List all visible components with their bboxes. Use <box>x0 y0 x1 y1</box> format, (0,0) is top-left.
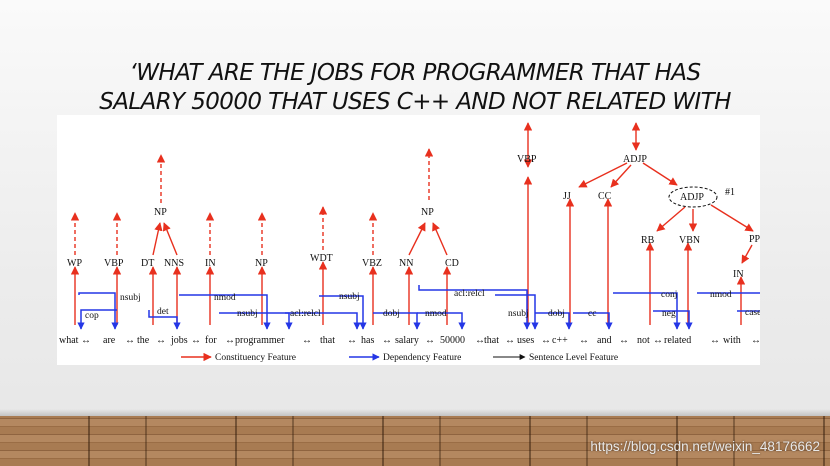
token: with <box>723 335 741 346</box>
dependency-label: nsubj <box>339 292 360 302</box>
pos-tag: NN <box>399 258 413 269</box>
pos-tag: VBP <box>104 258 124 269</box>
dependency-label: nmod <box>214 293 236 303</box>
dependency-label: acl:relcl <box>290 309 321 319</box>
legend: Constituency Feature Dependency Feature … <box>181 352 618 363</box>
token: has <box>361 335 374 346</box>
parse-diagram: WP VBP DT NNS IN NP WDT VBZ NN CD VBP JJ CC RB VBN IN NP… <box>59 122 760 363</box>
token-link-arrow: ↔ <box>156 335 166 346</box>
phrase-node: ADJP <box>623 154 647 165</box>
wood-floor <box>0 416 830 466</box>
pos-tag: WP <box>67 258 82 269</box>
token-link-arrow: ↔ <box>302 335 312 346</box>
token: related <box>664 335 691 346</box>
token-link-arrow: ↔ <box>347 335 357 346</box>
pos-tag: NP <box>255 258 268 269</box>
watermark: https://blog.csdn.net/weixin_48176662 <box>590 439 820 454</box>
dependency-label: det <box>157 307 169 317</box>
dependency-label: cop <box>85 311 99 321</box>
token-link-arrow: ↔ <box>81 335 91 346</box>
token-link-arrow: ↔ <box>191 335 201 346</box>
token: programmer <box>235 335 285 346</box>
dependency-label: nsubj <box>237 309 258 319</box>
token: the <box>137 335 150 346</box>
token: and <box>597 335 611 346</box>
legend-constituency-label: Constituency Feature <box>215 353 296 363</box>
floor-shadow <box>0 409 830 417</box>
token: salary <box>395 335 419 346</box>
dependency-label: nmod <box>710 290 732 300</box>
token-link-arrow: ↔ <box>710 335 720 346</box>
token: jobs <box>170 335 188 346</box>
slide-title-line-1: ‘WHAT ARE THE JOBS FOR PROGRAMMER THAT H… <box>129 60 702 86</box>
dependency-label: cc <box>588 309 596 319</box>
pos-tags: WP VBP DT NNS IN NP WDT VBZ NN CD VBP JJ CC RB VBN IN NP <box>67 154 744 280</box>
token: 50000 <box>440 335 465 346</box>
pos-tag: IN <box>205 258 216 269</box>
token: c++ <box>552 335 568 346</box>
token: not <box>637 335 650 346</box>
token-link-arrow: ↔ <box>579 335 589 346</box>
phrase-node: ADJP <box>680 192 704 203</box>
token-link-arrow: ↔ <box>382 335 392 346</box>
phrase-node: NP <box>154 207 167 218</box>
legend-sentence-label: Sentence Level Feature <box>529 353 618 363</box>
phrase-nodes: NP NP ADJP ADJP PP <box>154 154 760 245</box>
phrase-node: NP <box>421 207 434 218</box>
pos-tag: NNS <box>164 258 184 269</box>
annotation-label: #1 <box>725 187 735 198</box>
token-link-arrow: ↔ <box>541 335 551 346</box>
pos-tag: IN <box>733 269 744 280</box>
pos-tag: WDT <box>310 253 333 264</box>
dependency-label: nsubj <box>508 309 529 319</box>
pos-tag: JJ <box>563 191 571 202</box>
dependency-label: case <box>745 308 760 318</box>
token: for <box>205 335 217 346</box>
constituency-arrows <box>70 122 754 325</box>
pos-tag: RB <box>641 235 655 246</box>
pos-tag: VBZ <box>362 258 382 269</box>
legend-dependency-label: Dependency Feature <box>383 353 461 363</box>
token-link-arrow: ↔ <box>425 335 435 346</box>
token: that <box>320 335 335 346</box>
dependency-label: acl:relcl <box>454 289 485 299</box>
token-link-arrow: ↔ <box>225 335 235 346</box>
dependency-label: dobj <box>383 309 400 319</box>
parse-diagram-panel: WP VBP DT NNS IN NP WDT VBZ NN CD VBP JJ CC RB VBN IN NP… <box>57 115 760 365</box>
token: uses <box>517 335 534 346</box>
pos-tag: CD <box>445 258 459 269</box>
dependency-label: nsubj <box>120 293 141 303</box>
pos-tag: CC <box>598 191 612 202</box>
token-row: what are the jobs for programmer that has salary… <box>59 335 741 346</box>
token-link-arrow: ↔ <box>505 335 515 346</box>
token-link-arrow: ↔ <box>751 335 760 346</box>
token-link-arrow: ↔ <box>475 335 485 346</box>
dependency-label: dobj <box>548 309 565 319</box>
token-link-arrow: ↔ <box>125 335 135 346</box>
token: are <box>103 335 116 346</box>
dependency-arrows <box>77 285 760 330</box>
adjp-ellipse <box>668 186 718 208</box>
token-links: ↔ ↔ ↔ ↔ ↔ ↔ ↔ ↔ ↔ ↔ ↔ ↔ ↔ ↔ ↔ ↔ ↔ <box>81 335 760 346</box>
dependency-label: nmod <box>425 309 447 319</box>
token-link-arrow: ↔ <box>619 335 629 346</box>
pos-tag: VBN <box>679 235 700 246</box>
phrase-node: PP <box>749 234 760 245</box>
token: that <box>484 335 499 346</box>
token: what <box>59 335 79 346</box>
dependency-label: conj <box>661 290 677 300</box>
dependency-label: neg <box>662 309 676 319</box>
pos-tag: DT <box>141 258 154 269</box>
slide-title-line-2: SALARY 50000 THAT USES C++ AND NOT RELAT… <box>99 89 731 115</box>
token-link-arrow: ↔ <box>653 335 663 346</box>
pos-tag: VBP <box>517 154 537 165</box>
